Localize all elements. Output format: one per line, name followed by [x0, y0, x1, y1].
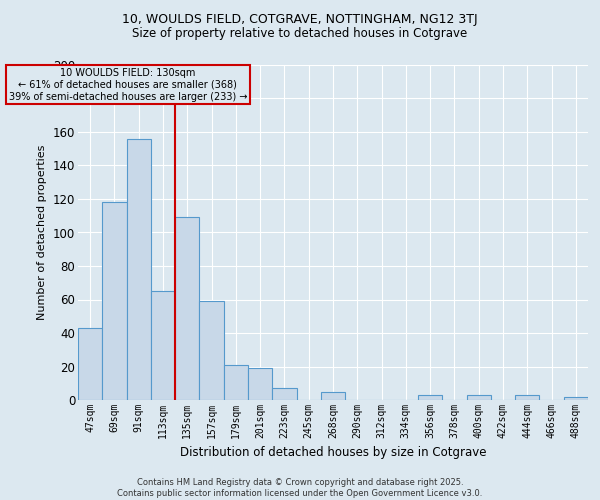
Bar: [272, 388, 296, 400]
Text: 10 WOULDS FIELD: 130sqm
← 61% of detached houses are smaller (368)
39% of semi-d: 10 WOULDS FIELD: 130sqm ← 61% of detache…: [8, 68, 247, 102]
Bar: [564, 396, 588, 400]
Bar: [127, 138, 151, 400]
Text: Contains HM Land Registry data © Crown copyright and database right 2025.
Contai: Contains HM Land Registry data © Crown c…: [118, 478, 482, 498]
Bar: [321, 392, 345, 400]
Y-axis label: Number of detached properties: Number of detached properties: [37, 145, 47, 320]
Bar: [418, 395, 442, 400]
Bar: [467, 395, 491, 400]
Bar: [248, 368, 272, 400]
Bar: [199, 301, 224, 400]
Bar: [515, 395, 539, 400]
Bar: [151, 291, 175, 400]
Bar: [175, 218, 199, 400]
Bar: [224, 365, 248, 400]
Bar: [102, 202, 127, 400]
Text: Size of property relative to detached houses in Cotgrave: Size of property relative to detached ho…: [133, 28, 467, 40]
Bar: [78, 328, 102, 400]
X-axis label: Distribution of detached houses by size in Cotgrave: Distribution of detached houses by size …: [180, 446, 486, 460]
Text: 10, WOULDS FIELD, COTGRAVE, NOTTINGHAM, NG12 3TJ: 10, WOULDS FIELD, COTGRAVE, NOTTINGHAM, …: [122, 12, 478, 26]
